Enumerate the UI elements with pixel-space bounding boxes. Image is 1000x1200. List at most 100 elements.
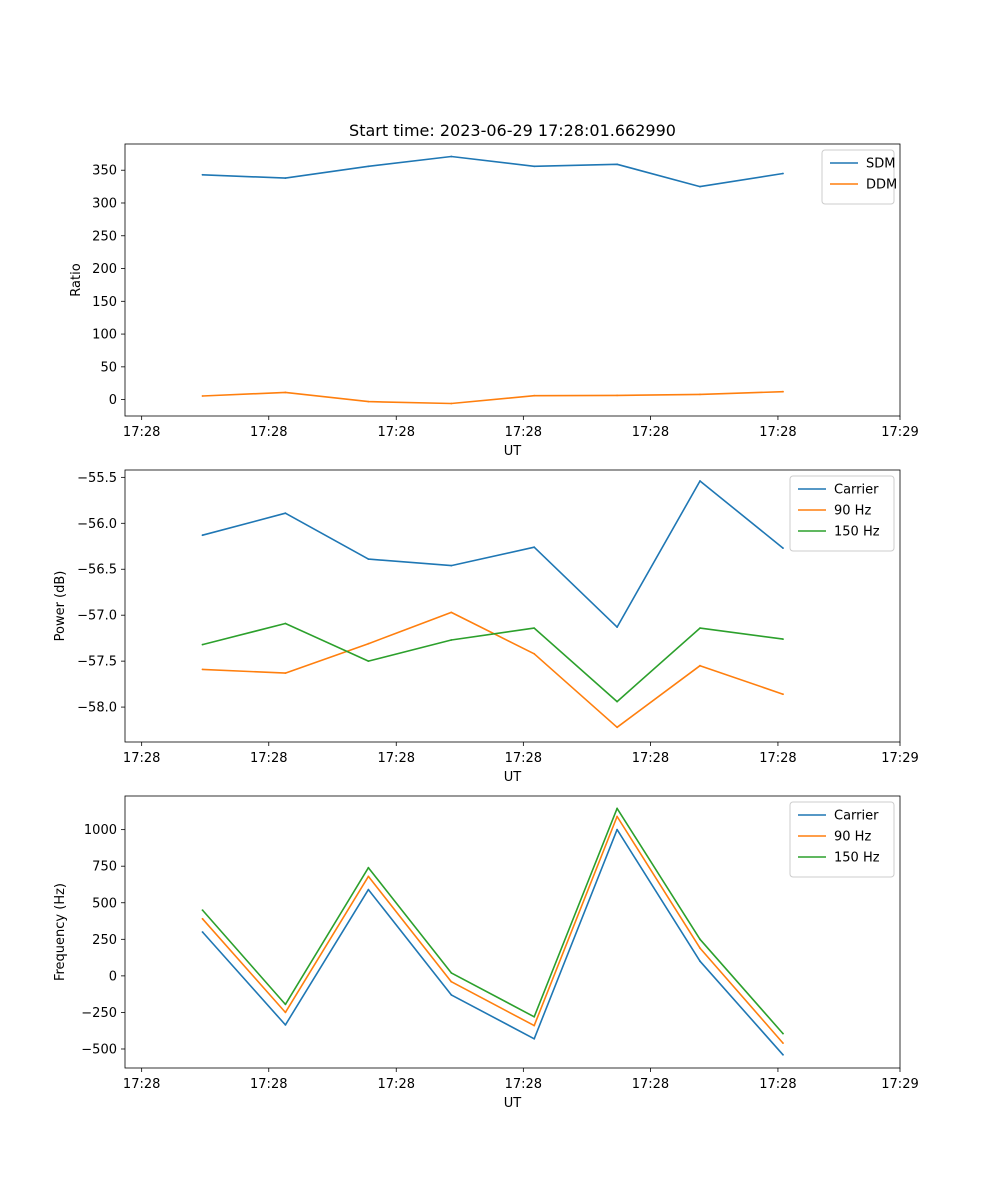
series-line-sdm xyxy=(202,155,784,188)
x-tick-label: 17:28 xyxy=(378,751,415,766)
data-point xyxy=(284,512,287,515)
data-point xyxy=(450,564,453,567)
y-tick-label: −57.0 xyxy=(77,609,117,624)
figure-title: Start time: 2023-06-29 17:28:01.662990 xyxy=(349,121,676,140)
data-point xyxy=(284,672,287,674)
x-axis-label: UT xyxy=(504,1096,522,1111)
y-tick-label: −56.5 xyxy=(77,563,117,578)
legend xyxy=(789,801,895,878)
data-point xyxy=(782,172,784,175)
data-point xyxy=(284,391,287,394)
y-tick-label: 250 xyxy=(92,229,117,244)
data-point xyxy=(367,165,370,168)
series-line-150-hz xyxy=(201,807,784,1035)
legend-label: 150 Hz xyxy=(834,525,880,540)
x-tick-label: 17:29 xyxy=(881,1077,918,1092)
data-point xyxy=(450,402,453,405)
y-tick-label: 500 xyxy=(92,896,117,911)
data-point xyxy=(533,652,536,655)
legend-label: 90 Hz xyxy=(834,504,871,519)
plot-frame xyxy=(124,143,901,417)
x-tick-label: 17:28 xyxy=(632,425,669,440)
y-axis-label: Ratio xyxy=(69,263,84,296)
x-tick-label: 17:28 xyxy=(250,751,287,766)
x-tick-label: 17:28 xyxy=(632,1077,669,1092)
y-tick-label: −57.5 xyxy=(77,655,117,670)
series-line-ddm xyxy=(202,390,784,405)
data-point xyxy=(782,390,784,393)
legend-label: 90 Hz xyxy=(834,830,871,845)
data-point xyxy=(533,1015,536,1018)
y-tick-label: −500 xyxy=(81,1042,117,1057)
data-point xyxy=(367,400,370,403)
data-point xyxy=(450,980,453,983)
data-point xyxy=(699,938,701,941)
x-tick-label: 17:28 xyxy=(123,425,160,440)
data-point xyxy=(533,394,536,397)
series-line-90-hz xyxy=(201,815,784,1044)
y-tick-label: 100 xyxy=(92,328,117,343)
x-tick-label: 17:28 xyxy=(759,425,796,440)
data-point xyxy=(201,173,204,176)
chart-panel-1: 17:28 17:28 17:28 17:28 17:28 17:28 17:29 0 50 10… xyxy=(69,143,919,459)
chart-panel-3: 17:28 17:28 17:28 17:28 17:28 17:28 17:29 −500 −… xyxy=(53,795,919,1111)
data-point xyxy=(284,1011,287,1014)
data-point xyxy=(616,626,618,628)
y-tick-label: 200 xyxy=(92,262,117,277)
data-point xyxy=(201,917,204,920)
x-tick-label: 17:28 xyxy=(759,1077,796,1092)
x-tick-label: 17:28 xyxy=(378,1077,415,1092)
y-tick-label: 300 xyxy=(92,196,117,211)
y-tick-label: 750 xyxy=(92,860,117,875)
y-tick-label: −250 xyxy=(81,1006,117,1021)
y-tick-label: 1000 xyxy=(84,823,117,838)
data-point xyxy=(616,163,618,166)
data-point xyxy=(699,627,701,629)
series-line-90-hz xyxy=(202,611,784,729)
y-axis-label: Power (dB) xyxy=(53,571,68,642)
x-tick-label: 17:28 xyxy=(123,751,160,766)
y-tick-label: −58.0 xyxy=(77,701,117,716)
chart-panel-2: 17:28 17:28 17:28 17:28 17:28 17:28 17:29 −58.0… xyxy=(53,469,919,785)
legend-label: Carrier xyxy=(834,809,879,824)
legend-label: DDM xyxy=(866,178,897,193)
data-point xyxy=(367,558,370,560)
data-point xyxy=(367,875,370,878)
y-tick-label: −55.5 xyxy=(77,471,117,486)
data-point xyxy=(533,627,536,629)
x-tick-label: 17:29 xyxy=(881,425,918,440)
series-line-carrier xyxy=(201,828,784,1056)
data-point xyxy=(699,947,701,949)
y-tick-label: 250 xyxy=(92,933,117,948)
data-point xyxy=(284,1024,287,1026)
data-point xyxy=(699,960,701,963)
series-line-150-hz xyxy=(202,622,784,703)
data-point xyxy=(616,815,618,818)
data-point xyxy=(450,155,453,158)
x-tick-label: 17:28 xyxy=(505,425,542,440)
data-point xyxy=(450,994,453,996)
data-point xyxy=(201,668,204,671)
data-point xyxy=(533,165,536,168)
data-point xyxy=(367,642,370,645)
x-tick-label: 17:28 xyxy=(378,425,415,440)
legend-label: Carrier xyxy=(834,483,879,498)
legend-label: SDM xyxy=(866,157,895,172)
y-tick-label: −56.0 xyxy=(77,517,117,532)
x-tick-label: 17:28 xyxy=(505,751,542,766)
data-point xyxy=(782,693,784,696)
data-point xyxy=(450,972,453,974)
plot-frame xyxy=(124,469,901,743)
y-tick-label: 150 xyxy=(92,295,117,310)
data-point xyxy=(533,1024,536,1027)
x-tick-label: 17:28 xyxy=(123,1077,160,1092)
data-point xyxy=(201,534,204,537)
x-axis-label: UT xyxy=(504,770,522,785)
data-point xyxy=(450,611,453,614)
data-point xyxy=(533,546,536,549)
data-point xyxy=(450,639,453,641)
data-point xyxy=(616,828,618,831)
y-tick-label: 50 xyxy=(100,360,117,375)
data-point xyxy=(616,726,618,729)
